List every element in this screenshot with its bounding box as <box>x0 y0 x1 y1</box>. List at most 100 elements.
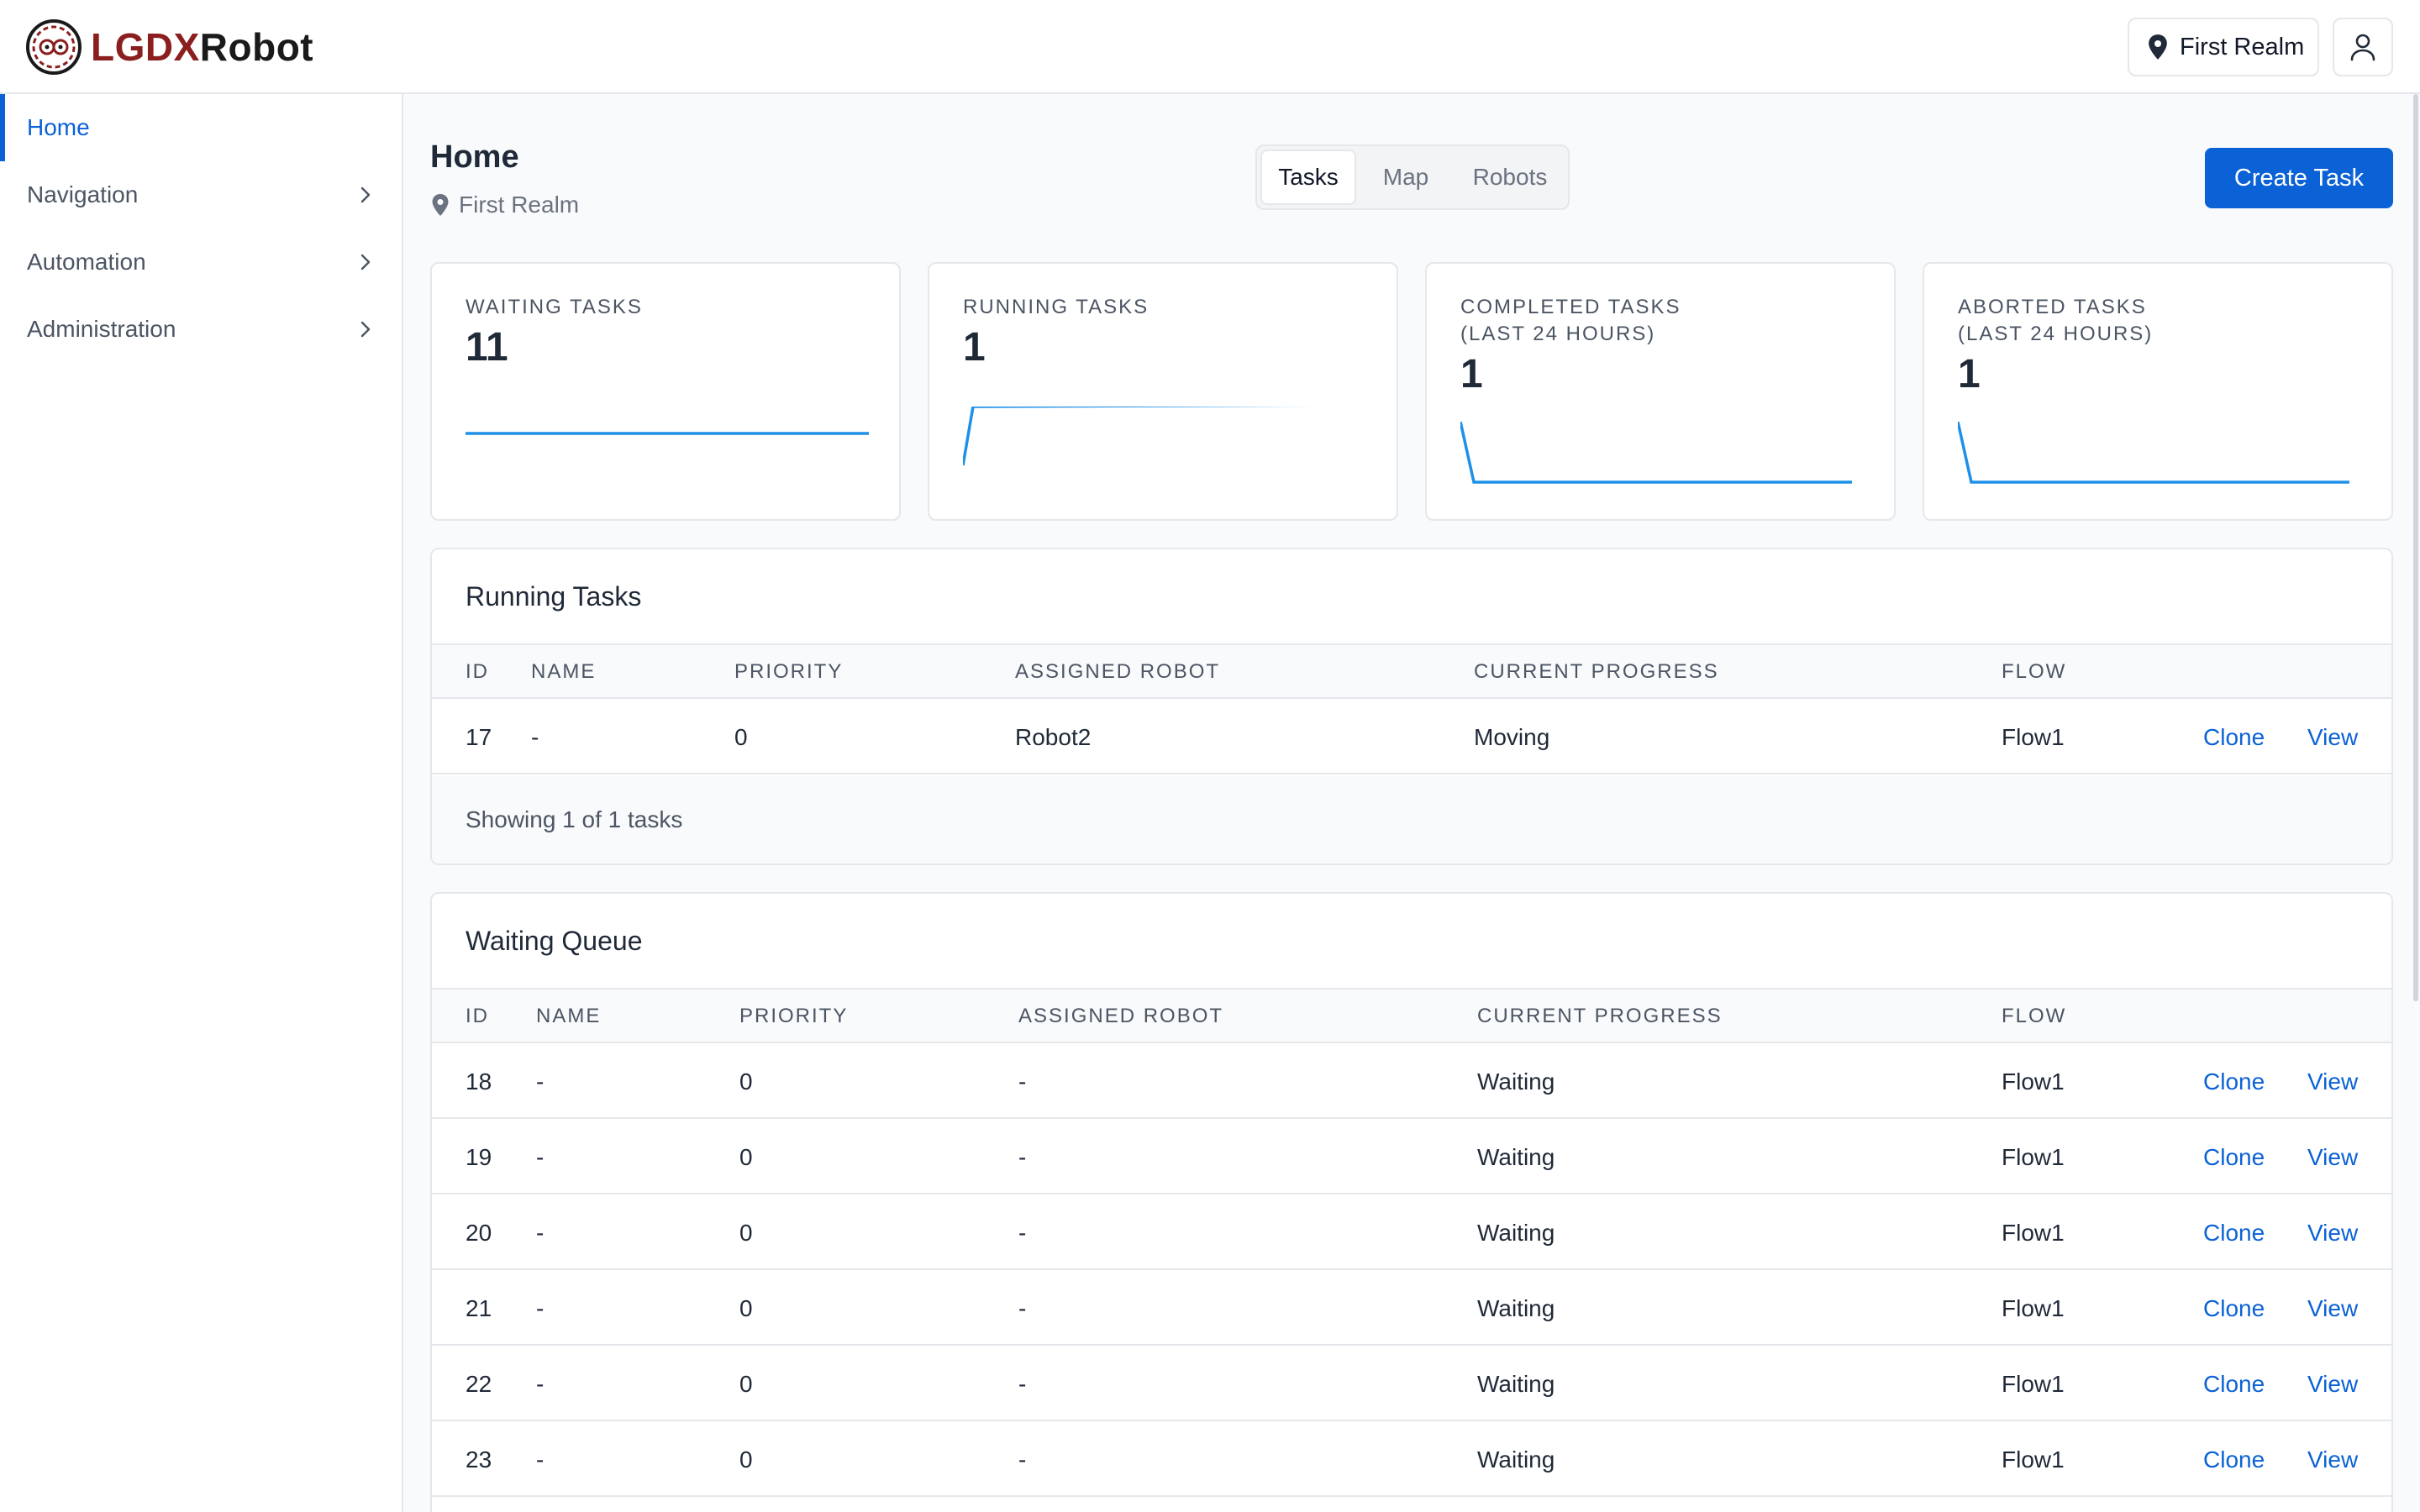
view-link[interactable]: View <box>2307 1446 2359 1473</box>
cell-assigned-robot: - <box>1018 1295 1027 1321</box>
cell-current-progress: Moving <box>1474 724 1550 750</box>
sidebar-item-automation[interactable]: Automation <box>0 228 402 296</box>
aborted-tasks-sparkline <box>1958 422 2349 484</box>
table-row: 23 - 0 - Waiting Flow1 Clone View <box>432 1421 2391 1497</box>
clone-link[interactable]: Clone <box>2203 1144 2265 1170</box>
cell-flow: Flow1 <box>2002 1295 2065 1321</box>
table-header: ID NAME PRIORITY ASSIGNED ROBOT CURRENT … <box>432 988 2391 1043</box>
cell-priority: 0 <box>739 1446 753 1473</box>
cell-priority: 0 <box>739 1220 753 1246</box>
sidebar-item-home[interactable]: Home <box>0 94 402 161</box>
column-header-current-progress: CURRENT PROGRESS <box>1477 1005 1723 1027</box>
page-scrollbar[interactable] <box>2413 94 2418 1001</box>
cell-current-progress: Waiting <box>1477 1144 1555 1170</box>
view-link[interactable]: View <box>2307 1371 2359 1397</box>
table-row: 18 - 0 - Waiting Flow1 Clone View <box>432 1043 2391 1119</box>
stat-value: 1 <box>963 325 986 370</box>
sidebar-item-label: Automation <box>27 249 146 275</box>
stat-label: ABORTED TASKS (LAST 24 HOURS) <box>1958 296 2154 345</box>
stat-value: 1 <box>1958 352 1981 396</box>
app-logo[interactable]: LGDXRobot <box>25 18 313 76</box>
table-row: 17 - 0 Robot2 Moving Flow1 Clone View <box>432 699 2391 774</box>
top-header: LGDXRobot First Realm <box>0 0 2420 94</box>
cell-name: - <box>536 1220 544 1246</box>
table-footer: Showing 1 of 1 tasks <box>432 776 2391 864</box>
cell-flow: Flow1 <box>2002 724 2065 750</box>
stat-value: 11 <box>466 325 508 370</box>
column-header-id: ID <box>466 1005 489 1027</box>
cell-id: 23 <box>466 1446 492 1473</box>
column-header-current-progress: CURRENT PROGRESS <box>1474 660 1719 683</box>
cell-current-progress: Waiting <box>1477 1371 1555 1397</box>
column-header-priority: PRIORITY <box>734 660 844 683</box>
user-menu-button[interactable] <box>2333 18 2393 76</box>
view-link[interactable]: View <box>2307 1144 2359 1170</box>
cell-current-progress: Waiting <box>1477 1295 1555 1321</box>
cell-assigned-robot: - <box>1018 1068 1027 1095</box>
cell-priority: 0 <box>739 1068 753 1095</box>
clone-link[interactable]: Clone <box>2203 1446 2265 1473</box>
page-title: Home <box>430 139 519 175</box>
column-header-flow: FLOW <box>2002 660 2067 683</box>
cell-id: 17 <box>466 724 492 750</box>
sidebar-item-navigation[interactable]: Navigation <box>0 161 402 228</box>
chevron-right-icon <box>360 321 371 338</box>
tab-robots[interactable]: Robots <box>1472 164 1548 190</box>
cell-assigned-robot: - <box>1018 1220 1027 1246</box>
view-link[interactable]: View <box>2307 1068 2359 1095</box>
panel-title: Waiting Queue <box>466 926 643 956</box>
cell-name: - <box>536 1446 544 1473</box>
sidebar: Home Navigation Automation Administratio… <box>0 94 403 1512</box>
table-row: 20 - 0 - Waiting Flow1 Clone View <box>432 1194 2391 1270</box>
page-realm-label: First Realm <box>459 192 580 218</box>
clone-link[interactable]: Clone <box>2203 724 2265 750</box>
view-tabs: Tasks Map Robots <box>1255 144 1570 210</box>
waiting-queue-panel: Waiting Queue ID NAME PRIORITY ASSIGNED … <box>430 892 2393 1512</box>
column-header-assigned-robot: ASSIGNED ROBOT <box>1015 660 1221 683</box>
create-task-button[interactable]: Create Task <box>2205 148 2393 208</box>
clone-link[interactable]: Clone <box>2203 1295 2265 1321</box>
stat-label: COMPLETED TASKS (LAST 24 HOURS) <box>1460 296 1681 345</box>
tab-tasks[interactable]: Tasks <box>1260 150 1356 205</box>
cell-current-progress: Waiting <box>1477 1446 1555 1473</box>
sidebar-item-label: Navigation <box>27 181 139 207</box>
cell-flow: Flow1 <box>2002 1220 2065 1246</box>
cell-assigned-robot: - <box>1018 1371 1027 1397</box>
cell-id: 20 <box>466 1220 492 1246</box>
table-row: 19 - 0 - Waiting Flow1 Clone View <box>432 1119 2391 1194</box>
column-header-name: NAME <box>531 660 597 683</box>
waiting-tasks-sparkline <box>466 432 869 435</box>
view-link[interactable]: View <box>2307 1220 2359 1246</box>
realm-selector-button[interactable]: First Realm <box>2128 18 2319 76</box>
tab-map[interactable]: Map <box>1382 164 1429 190</box>
stat-card-waiting: WAITING TASKS 11 <box>430 262 901 521</box>
map-pin-icon <box>2149 34 2167 60</box>
cell-priority: 0 <box>739 1144 753 1170</box>
cell-name: - <box>536 1371 544 1397</box>
cell-id: 22 <box>466 1371 492 1397</box>
column-header-priority: PRIORITY <box>739 1005 849 1027</box>
stat-card-completed: COMPLETED TASKS (LAST 24 HOURS) 1 <box>1425 262 1896 521</box>
cell-id: 21 <box>466 1295 492 1321</box>
view-link[interactable]: View <box>2307 1295 2359 1321</box>
sidebar-item-label: Administration <box>27 316 176 342</box>
table-row: 22 - 0 - Waiting Flow1 Clone View <box>432 1346 2391 1421</box>
robot-logo-icon <box>26 19 82 75</box>
panel-title: Running Tasks <box>466 581 642 612</box>
realm-label: First Realm <box>2180 33 2305 60</box>
app-name-part2: Robot <box>199 25 314 69</box>
table-header: ID NAME PRIORITY ASSIGNED ROBOT CURRENT … <box>432 643 2391 699</box>
chevron-right-icon <box>360 186 371 203</box>
clone-link[interactable]: Clone <box>2203 1220 2265 1246</box>
clone-link[interactable]: Clone <box>2203 1068 2265 1095</box>
sidebar-item-administration[interactable]: Administration <box>0 296 402 363</box>
cell-name: - <box>536 1295 544 1321</box>
showing-count: Showing 1 of 1 tasks <box>466 806 683 832</box>
user-icon <box>2350 34 2375 61</box>
cell-flow: Flow1 <box>2002 1144 2065 1170</box>
view-link[interactable]: View <box>2307 724 2359 750</box>
cell-name: - <box>531 724 539 750</box>
cell-current-progress: Waiting <box>1477 1220 1555 1246</box>
stat-card-running: RUNNING TASKS 1 <box>928 262 1398 521</box>
clone-link[interactable]: Clone <box>2203 1371 2265 1397</box>
